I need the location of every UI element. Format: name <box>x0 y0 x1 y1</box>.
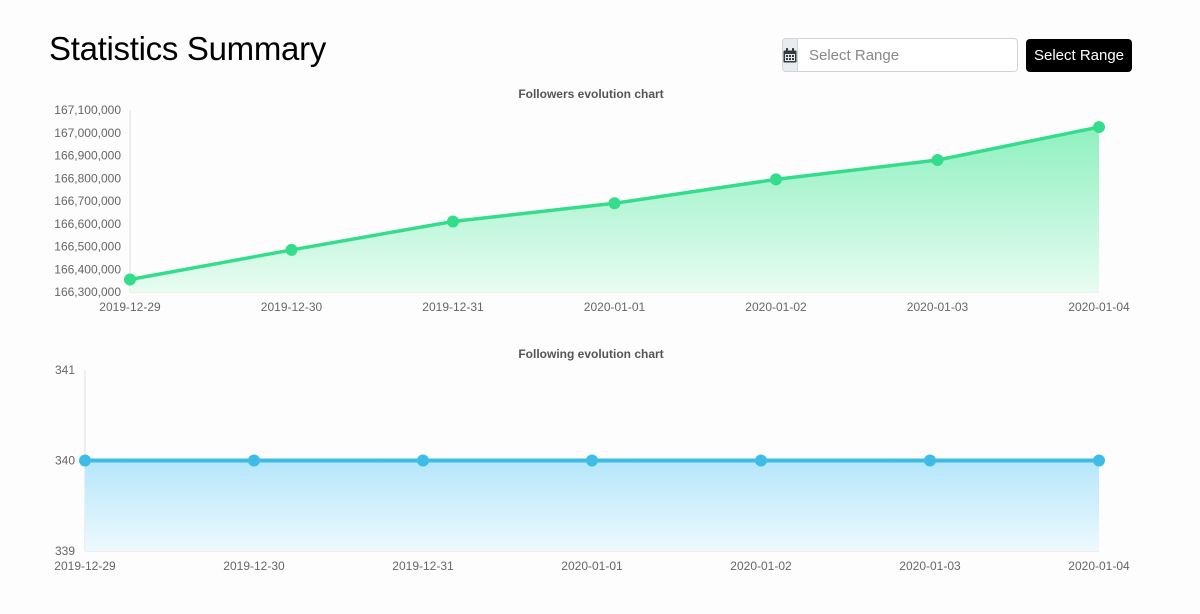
data-point[interactable] <box>924 454 936 467</box>
data-point[interactable] <box>79 454 91 467</box>
y-tick-label: 167,000,000 <box>54 126 121 140</box>
series-area <box>85 460 1099 551</box>
select-range-button[interactable]: Select Range <box>1026 39 1132 72</box>
followers-chart: Followers evolution chart 167,100,000 167,… <box>54 87 1130 314</box>
y-tick-label: 167,100,000 <box>54 103 121 117</box>
x-tick-label: 2019-12-30 <box>223 559 285 573</box>
data-point[interactable] <box>586 454 598 467</box>
data-point[interactable] <box>608 197 621 210</box>
y-tick-label: 166,800,000 <box>54 171 121 185</box>
y-tick-label: 166,400,000 <box>54 262 121 276</box>
data-point[interactable] <box>1093 454 1105 467</box>
data-point[interactable] <box>248 454 260 467</box>
x-tick-label: 2020-01-01 <box>584 300 646 314</box>
x-tick-label: 2019-12-30 <box>261 300 323 314</box>
x-tick-label: 2019-12-31 <box>422 300 484 314</box>
range-input[interactable] <box>798 39 1019 71</box>
x-tick-label: 2020-01-02 <box>730 559 792 573</box>
chart-title: Following evolution chart <box>518 347 663 361</box>
data-point[interactable] <box>931 154 944 167</box>
x-tick-label: 2020-01-04 <box>1068 300 1130 314</box>
y-tick-label: 166,900,000 <box>54 149 121 163</box>
page-title: Statistics Summary <box>49 30 326 67</box>
data-point[interactable] <box>447 215 459 228</box>
y-tick-label: 166,300,000 <box>54 285 121 299</box>
chart-title: Followers evolution chart <box>518 87 663 101</box>
calendar-icon[interactable] <box>783 39 798 71</box>
data-point[interactable] <box>417 454 429 467</box>
data-point[interactable] <box>1093 121 1105 134</box>
following-chart: Following evolution chart3413403392019-1… <box>54 347 1130 573</box>
x-tick-label: 2020-01-03 <box>899 559 961 573</box>
x-tick-label: 2019-12-29 <box>54 559 116 573</box>
x-tick-label: 2019-12-29 <box>99 300 161 314</box>
x-tick-label: 2020-01-02 <box>745 300 807 314</box>
data-point[interactable] <box>285 243 298 256</box>
y-tick-label: 339 <box>55 544 75 558</box>
x-tick-label: 2020-01-01 <box>561 559 623 573</box>
data-point[interactable] <box>770 173 782 186</box>
data-point[interactable] <box>124 273 136 286</box>
date-range-picker[interactable] <box>782 38 1019 72</box>
x-tick-label: 2020-01-03 <box>907 300 969 314</box>
x-tick-label: 2019-12-31 <box>392 559 454 573</box>
y-tick-label: 341 <box>55 363 75 377</box>
x-tick-label: 2020-01-04 <box>1068 559 1130 573</box>
y-tick-label: 340 <box>55 454 75 468</box>
y-tick-label: 166,500,000 <box>54 240 121 254</box>
y-tick-label: 166,700,000 <box>54 194 121 208</box>
series-area <box>130 127 1099 292</box>
data-point[interactable] <box>755 454 767 467</box>
y-tick-label: 166,600,000 <box>54 217 121 231</box>
